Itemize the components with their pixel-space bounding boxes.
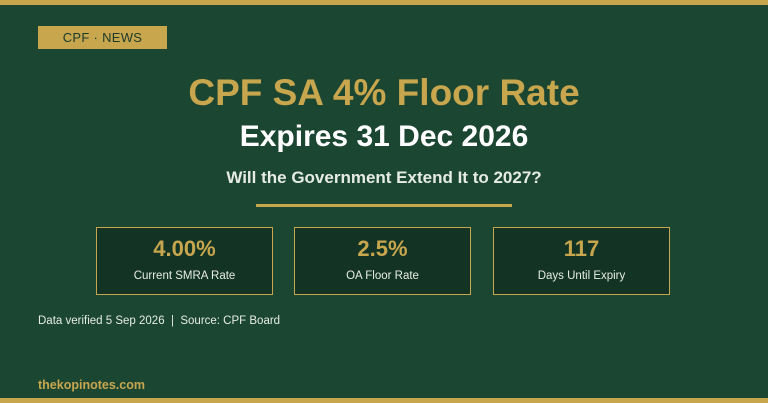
headline-question: Will the Government Extend It to 2027? [226, 168, 542, 187]
stat-value: 2.5% [357, 236, 408, 261]
site-name: thekopinotes.com [38, 378, 145, 392]
bottom-accent-bar [0, 398, 768, 403]
headline-title: CPF SA 4% Floor Rate [188, 72, 580, 113]
stat-label: Current SMRA Rate [133, 270, 236, 282]
stat-card-smra-rate: 4.00% Current SMRA Rate [96, 227, 273, 295]
stat-card-oa-floor-rate: 2.5% OA Floor Rate [294, 227, 471, 295]
headline-subtitle: Expires 31 Dec 2026 [239, 120, 529, 153]
stat-value: 4.00% [153, 236, 216, 261]
source-footnote: Data verified 5 Sep 2026 | Source: CPF B… [38, 315, 281, 327]
divider [256, 204, 512, 207]
top-accent-bar [0, 0, 768, 5]
stat-value: 117 [563, 236, 600, 261]
stat-card-days-until-expiry: 117 Days Until Expiry [493, 227, 670, 295]
category-tag: CPF · NEWS [38, 26, 167, 49]
stat-label: OA Floor Rate [346, 270, 419, 282]
stat-label: Days Until Expiry [537, 270, 626, 282]
